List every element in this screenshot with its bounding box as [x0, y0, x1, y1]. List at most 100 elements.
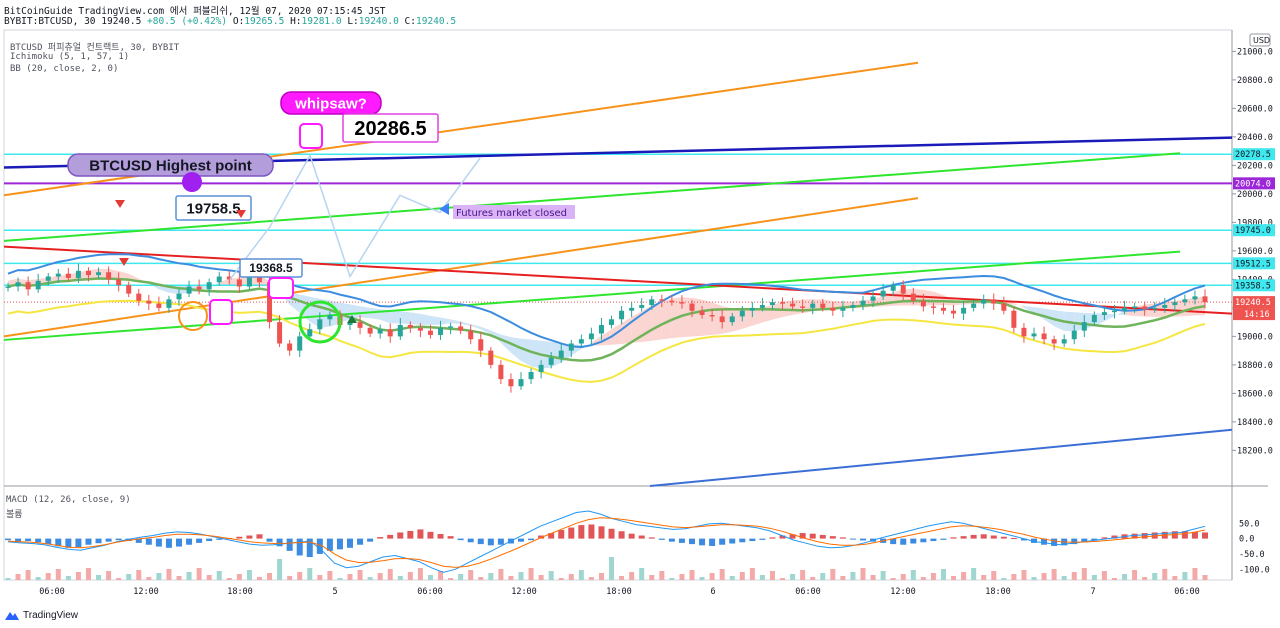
volume-bar	[900, 574, 906, 580]
macd-histogram-bar	[95, 538, 102, 544]
macd-histogram-bar	[397, 532, 404, 539]
volume-bar	[246, 570, 252, 580]
volume-bar	[930, 573, 936, 580]
cloud-segment	[470, 324, 481, 330]
candle-body	[920, 300, 926, 307]
volume-bar	[870, 575, 876, 580]
macd-histogram-bar	[608, 528, 615, 539]
volume-bar	[1172, 576, 1178, 580]
macd-histogram-bar	[558, 530, 565, 539]
x-tick-label: 06:00	[1174, 587, 1200, 597]
macd-histogram-bar	[377, 537, 384, 539]
macd-histogram-bar	[316, 538, 323, 554]
volume-bar	[971, 568, 977, 580]
macd-histogram-bar	[699, 538, 706, 546]
macd-histogram-bar	[347, 538, 353, 548]
chart-canvas[interactable]: whipsaw? 20286.5 BTCUSD Highest point 19758…	[0, 28, 1280, 603]
candle-body	[367, 327, 373, 334]
candle-body	[1152, 307, 1158, 310]
candle-body	[528, 372, 534, 380]
volume-bar	[649, 575, 655, 580]
volume-bar	[910, 570, 916, 580]
candle-body	[498, 364, 504, 380]
trend-lines	[3, 61, 1233, 487]
cloud-segment	[400, 311, 411, 325]
y-tick-label: 20000.0	[1237, 190, 1273, 200]
y-tick-label: 18600.0	[1237, 389, 1273, 399]
candle-body	[769, 302, 775, 306]
macd-tick-label: 0.0	[1239, 535, 1254, 545]
volume-bar	[880, 571, 886, 580]
candle-body	[35, 280, 41, 290]
macd-histogram-bar	[256, 534, 263, 539]
macd-histogram-bar	[236, 536, 243, 539]
candle-body	[850, 305, 856, 308]
macd-histogram-bar	[186, 538, 193, 545]
grid	[3, 29, 1268, 581]
macd-histogram-bar	[1141, 533, 1148, 539]
legend-bb[interactable]: BB (20, close, 2, 0)	[10, 64, 119, 74]
green-channel-bottom	[3, 250, 1181, 341]
candle-body	[85, 270, 91, 276]
price-label-bg	[1233, 224, 1275, 237]
candle-body	[1192, 296, 1198, 300]
candle-body	[478, 339, 484, 351]
bb-upper-line	[7, 253, 1206, 349]
cloud-segment	[339, 302, 350, 324]
tradingview-brand[interactable]: TradingView	[4, 609, 78, 621]
macd-histogram-bar	[115, 538, 122, 541]
high-value: 19281.0	[301, 16, 342, 27]
candle-body	[840, 307, 846, 311]
legend-volume[interactable]: 볼륨	[6, 510, 23, 520]
cloud-segment	[390, 310, 401, 324]
macd-histogram-bar	[1101, 537, 1108, 539]
cloud-segment	[1074, 312, 1085, 332]
volume-bar	[1152, 573, 1158, 580]
volume-bar	[438, 571, 444, 580]
red-downtrend-line	[3, 245, 1233, 315]
volume-bar	[699, 577, 705, 580]
cloud-segment	[742, 309, 753, 329]
candle-body	[669, 300, 675, 303]
cloud-segment	[420, 313, 431, 325]
candle-body	[327, 315, 333, 320]
candle-body	[15, 282, 21, 287]
candle-body	[387, 329, 393, 337]
legend-ichimoku[interactable]: Ichimoku (5, 1, 57, 1)	[10, 52, 130, 62]
volume-bar	[780, 578, 786, 580]
volume-bar	[96, 575, 102, 580]
cloud-segment	[732, 308, 743, 332]
y-tick-label: 19000.0	[1237, 332, 1273, 342]
candle-body	[65, 273, 71, 278]
candle-body	[5, 286, 11, 288]
candle-body	[609, 319, 615, 325]
candle-body	[860, 300, 866, 306]
ichimoku-cloud	[8, 268, 1205, 369]
macd-histogram-bar	[678, 538, 685, 543]
macd-histogram-bar	[709, 538, 716, 546]
candle-body	[1132, 306, 1138, 308]
candle-body	[1001, 303, 1007, 311]
legend-macd[interactable]: MACD (12, 26, close, 9)	[6, 495, 131, 505]
macd-histogram-bar	[467, 538, 474, 543]
smiley-icon	[178, 301, 208, 331]
price-box-19758: 19758.5	[186, 200, 240, 217]
volume-bar	[1021, 570, 1027, 580]
macd-histogram-bar	[1000, 536, 1007, 539]
macd-tick-label: -50.0	[1239, 550, 1265, 560]
macd-histogram-bar	[35, 538, 42, 543]
symbol-name[interactable]: BYBIT:BTCUSD, 30	[4, 16, 96, 27]
volume-bar	[1132, 570, 1138, 580]
candle-body	[1142, 306, 1148, 310]
macd-histogram-bar	[1031, 538, 1037, 543]
y-tick-label: 18400.0	[1237, 418, 1273, 428]
candle-body	[619, 310, 625, 320]
macd-histogram-bar	[809, 533, 816, 539]
volume-bar	[458, 574, 464, 580]
candle-body	[578, 339, 584, 344]
volume-bar	[15, 574, 21, 580]
macd-histogram-bar	[487, 538, 494, 546]
macd-histogram-bar	[739, 538, 746, 543]
candle-body	[427, 330, 433, 335]
candle-body	[709, 315, 715, 317]
